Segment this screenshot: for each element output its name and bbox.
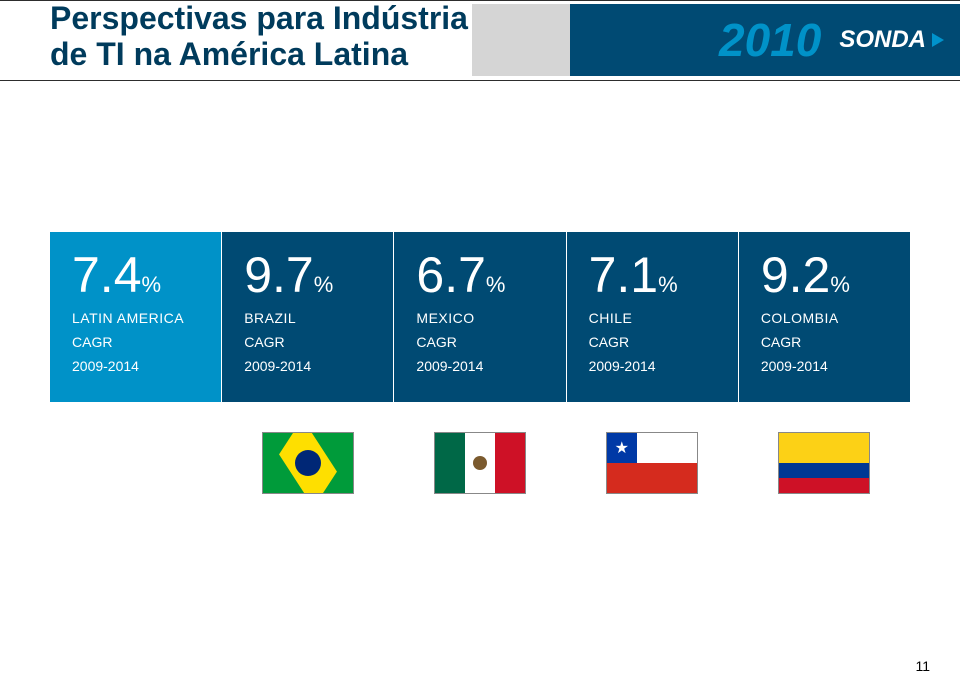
- percent-sign: %: [830, 272, 850, 297]
- cagr-cell-colombia: 9.2% COLOMBIA CAGR 2009-2014: [738, 232, 910, 402]
- brand-name: SONDA: [839, 26, 926, 54]
- cagr-metric: CAGR: [416, 334, 551, 350]
- percent-sign: %: [658, 272, 678, 297]
- cagr-value: 7.1%: [589, 250, 724, 300]
- cagr-cell-latin-america: 7.4% LATIN AMERICA CAGR 2009-2014: [50, 232, 221, 402]
- brand-arrow-icon: [932, 33, 944, 47]
- flag-slot-mexico: [394, 430, 566, 496]
- flag-slot-colombia: [738, 430, 910, 496]
- brazil-flag-icon: [262, 432, 354, 494]
- cagr-value: 6.7%: [416, 250, 551, 300]
- cagr-metric: CAGR: [244, 334, 379, 350]
- cagr-region: COLOMBIA: [761, 310, 896, 326]
- percent-sign: %: [142, 272, 162, 297]
- percent-sign: %: [486, 272, 506, 297]
- flags-row: ★: [50, 430, 910, 496]
- cagr-value: 9.2%: [761, 250, 896, 300]
- header-banner: 2010 SONDA: [570, 4, 960, 76]
- flag-slot-brazil: [222, 430, 394, 496]
- cagr-band: 7.4% LATIN AMERICA CAGR 2009-2014 9.7% B…: [50, 232, 910, 402]
- cagr-number: 7.1: [589, 247, 659, 303]
- header: 2010 SONDA Perspectivas para Indústria d…: [0, 0, 960, 82]
- cagr-period: 2009-2014: [72, 358, 207, 374]
- cagr-cell-brazil: 9.7% BRAZIL CAGR 2009-2014: [221, 232, 393, 402]
- cagr-region: MEXICO: [416, 310, 551, 326]
- cagr-number: 9.7: [244, 247, 314, 303]
- cagr-value: 9.7%: [244, 250, 379, 300]
- cagr-number: 7.4: [72, 247, 142, 303]
- header-year: 2010: [719, 13, 821, 67]
- cagr-period: 2009-2014: [416, 358, 551, 374]
- cagr-metric: CAGR: [72, 334, 207, 350]
- flag-slot-chile: ★: [566, 430, 738, 496]
- cagr-number: 9.2: [761, 247, 831, 303]
- cagr-period: 2009-2014: [589, 358, 724, 374]
- cagr-region: LATIN AMERICA: [72, 310, 207, 326]
- cagr-region: CHILE: [589, 310, 724, 326]
- cagr-value: 7.4%: [72, 250, 207, 300]
- title-line-2: de TI na América Latina: [50, 36, 468, 72]
- cagr-period: 2009-2014: [761, 358, 896, 374]
- cagr-cell-mexico: 6.7% MEXICO CAGR 2009-2014: [393, 232, 565, 402]
- header-gray-block: [472, 4, 570, 76]
- flag-slot-empty: [50, 430, 222, 496]
- cagr-region: BRAZIL: [244, 310, 379, 326]
- cagr-number: 6.7: [416, 247, 486, 303]
- cagr-period: 2009-2014: [244, 358, 379, 374]
- under-title-rule: [0, 80, 960, 81]
- page-title: Perspectivas para Indústria de TI na Amé…: [50, 0, 468, 72]
- cagr-metric: CAGR: [761, 334, 896, 350]
- cagr-cell-chile: 7.1% CHILE CAGR 2009-2014: [566, 232, 738, 402]
- percent-sign: %: [314, 272, 334, 297]
- mexico-flag-icon: [434, 432, 526, 494]
- page-number: 11: [915, 658, 930, 674]
- cagr-metric: CAGR: [589, 334, 724, 350]
- colombia-flag-icon: [778, 432, 870, 494]
- title-line-1: Perspectivas para Indústria: [50, 0, 468, 36]
- chile-flag-icon: ★: [606, 432, 698, 494]
